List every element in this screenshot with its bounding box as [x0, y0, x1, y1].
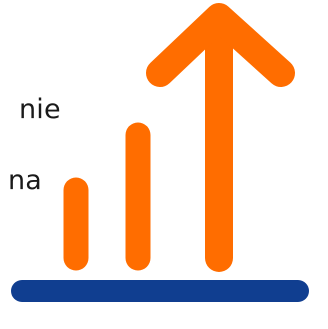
text-fragment-top: nie — [19, 94, 61, 125]
text-fragment-bottom: na — [8, 165, 43, 196]
arrow-head — [146, 3, 295, 87]
